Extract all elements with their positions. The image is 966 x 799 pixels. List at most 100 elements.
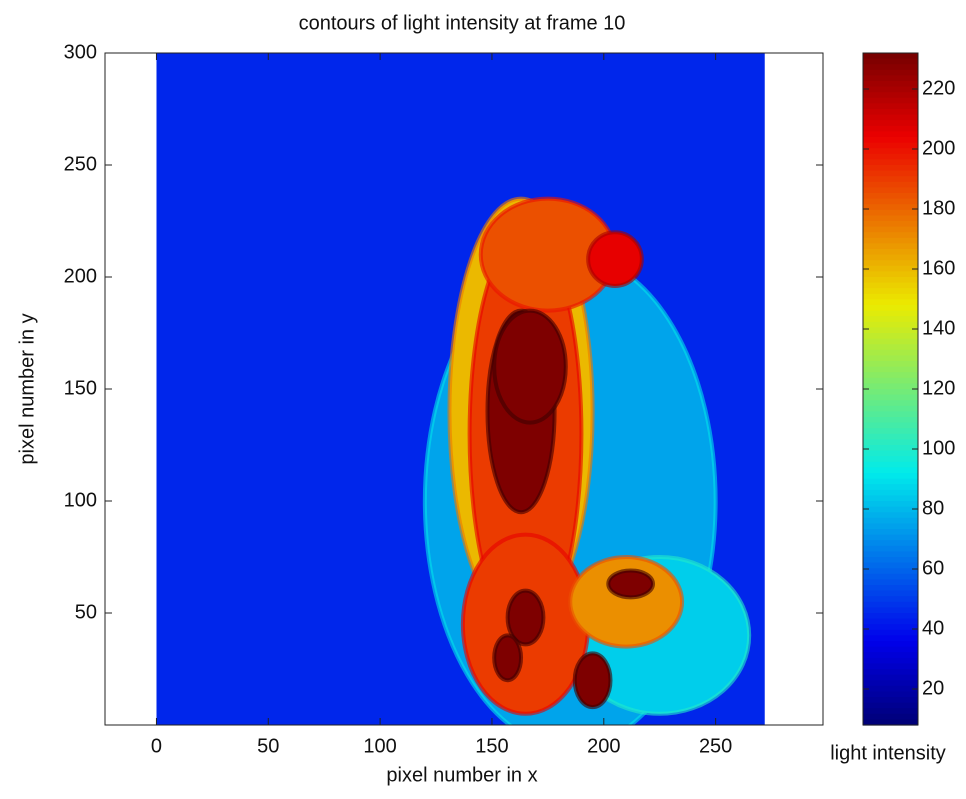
colorbar-swatch	[863, 114, 918, 121]
colorbar-swatch	[863, 545, 918, 552]
heatmap	[156, 53, 765, 725]
colorbar-swatch	[863, 394, 918, 401]
colorbar-swatch	[863, 377, 918, 384]
colorbar-swatch	[863, 697, 918, 704]
colorbar-swatch	[863, 198, 918, 205]
colorbar-tick-label: 200	[922, 137, 955, 159]
intensity-region	[572, 651, 613, 710]
colorbar-swatch	[863, 237, 918, 244]
colorbar-swatch	[863, 439, 918, 446]
colorbar-swatch	[863, 489, 918, 496]
colorbar-tick-label: 100	[922, 437, 955, 459]
colorbar-swatch	[863, 657, 918, 664]
colorbar-swatch	[863, 215, 918, 222]
intensity-region	[492, 308, 568, 425]
colorbar-swatch	[863, 680, 918, 687]
colorbar-swatch	[863, 400, 918, 407]
colorbar-swatch	[863, 411, 918, 418]
colorbar-swatch	[863, 53, 918, 60]
colorbar-swatch	[863, 529, 918, 536]
colorbar-swatch	[863, 579, 918, 586]
colorbar-swatch	[863, 428, 918, 435]
colorbar-swatch	[863, 685, 918, 692]
colorbar-swatch	[863, 646, 918, 653]
colorbar-tick-label: 220	[922, 77, 955, 99]
colorbar-swatch	[863, 523, 918, 530]
x-tick-label: 100	[363, 735, 396, 757]
colorbar-swatch	[863, 652, 918, 659]
colorbar-swatch	[863, 260, 918, 267]
colorbar-swatch	[863, 86, 918, 93]
colorbar-swatch	[863, 137, 918, 144]
colorbar-swatch	[863, 484, 918, 491]
colorbar-swatch	[863, 310, 918, 317]
colorbar-swatch	[863, 383, 918, 390]
colorbar-swatch	[863, 405, 918, 412]
x-tick-label: 200	[587, 735, 620, 757]
y-tick-label: 50	[75, 601, 97, 623]
colorbar-swatch	[863, 534, 918, 541]
colorbar-swatch	[863, 170, 918, 177]
colorbar-swatch	[863, 445, 918, 452]
colorbar-swatch	[863, 176, 918, 183]
colorbar-swatch	[863, 265, 918, 272]
colorbar-swatch	[863, 719, 918, 726]
colorbar-swatch	[863, 209, 918, 216]
colorbar-swatch	[863, 551, 918, 558]
colorbar-swatch	[863, 316, 918, 323]
colorbar-swatch	[863, 321, 918, 328]
colorbar-tick-label: 160	[922, 257, 955, 279]
x-axis-label: pixel number in x	[386, 764, 537, 786]
colorbar-swatch	[863, 501, 918, 508]
colorbar-tick-label: 180	[922, 197, 955, 219]
colorbar-swatch	[863, 344, 918, 351]
colorbar-swatch	[863, 568, 918, 575]
colorbar-swatch	[863, 109, 918, 116]
colorbar-swatch	[863, 635, 918, 642]
colorbar-tick-label: 60	[922, 557, 944, 579]
colorbar-swatch	[863, 338, 918, 345]
colorbar-swatch	[863, 103, 918, 110]
colorbar-swatch	[863, 181, 918, 188]
colorbar-label: light intensity	[830, 742, 946, 764]
colorbar-swatch	[863, 165, 918, 172]
colorbar-swatch	[863, 81, 918, 88]
colorbar-swatch	[863, 517, 918, 524]
y-tick-label: 150	[64, 377, 97, 399]
colorbar-swatch	[863, 277, 918, 284]
colorbar-swatch	[863, 125, 918, 132]
colorbar-swatch	[863, 691, 918, 698]
colorbar-swatch	[863, 193, 918, 200]
colorbar-swatch	[863, 663, 918, 670]
x-tick-label: 0	[151, 735, 162, 757]
colorbar-swatch	[863, 512, 918, 519]
colorbar-swatch	[863, 97, 918, 104]
colorbar-swatch	[863, 142, 918, 149]
colorbar-tick-label: 20	[922, 677, 944, 699]
colorbar-swatch	[863, 148, 918, 155]
intensity-region	[492, 633, 524, 683]
colorbar-swatch	[863, 271, 918, 278]
colorbar-tick-label: 80	[922, 497, 944, 519]
colorbar-swatch	[863, 75, 918, 82]
colorbar-swatch	[863, 131, 918, 138]
y-tick-label: 250	[64, 153, 97, 175]
colorbar-swatch	[863, 473, 918, 480]
x-tick-label: 250	[699, 735, 732, 757]
y-axis-label: pixel number in y	[16, 313, 38, 464]
colorbar-swatch	[863, 355, 918, 362]
colorbar-swatch	[863, 120, 918, 127]
colorbar-swatch	[863, 282, 918, 289]
colorbar-swatch	[863, 327, 918, 334]
x-tick-label: 150	[475, 735, 508, 757]
colorbar-swatch	[863, 618, 918, 625]
colorbar-swatch	[863, 613, 918, 620]
colorbar-swatch	[863, 92, 918, 99]
colorbar-swatch	[863, 461, 918, 468]
colorbar-swatch	[863, 232, 918, 239]
colorbar-swatch	[863, 299, 918, 306]
colorbar-swatch	[863, 159, 918, 166]
colorbar-swatch	[863, 629, 918, 636]
colorbar-swatch	[863, 226, 918, 233]
